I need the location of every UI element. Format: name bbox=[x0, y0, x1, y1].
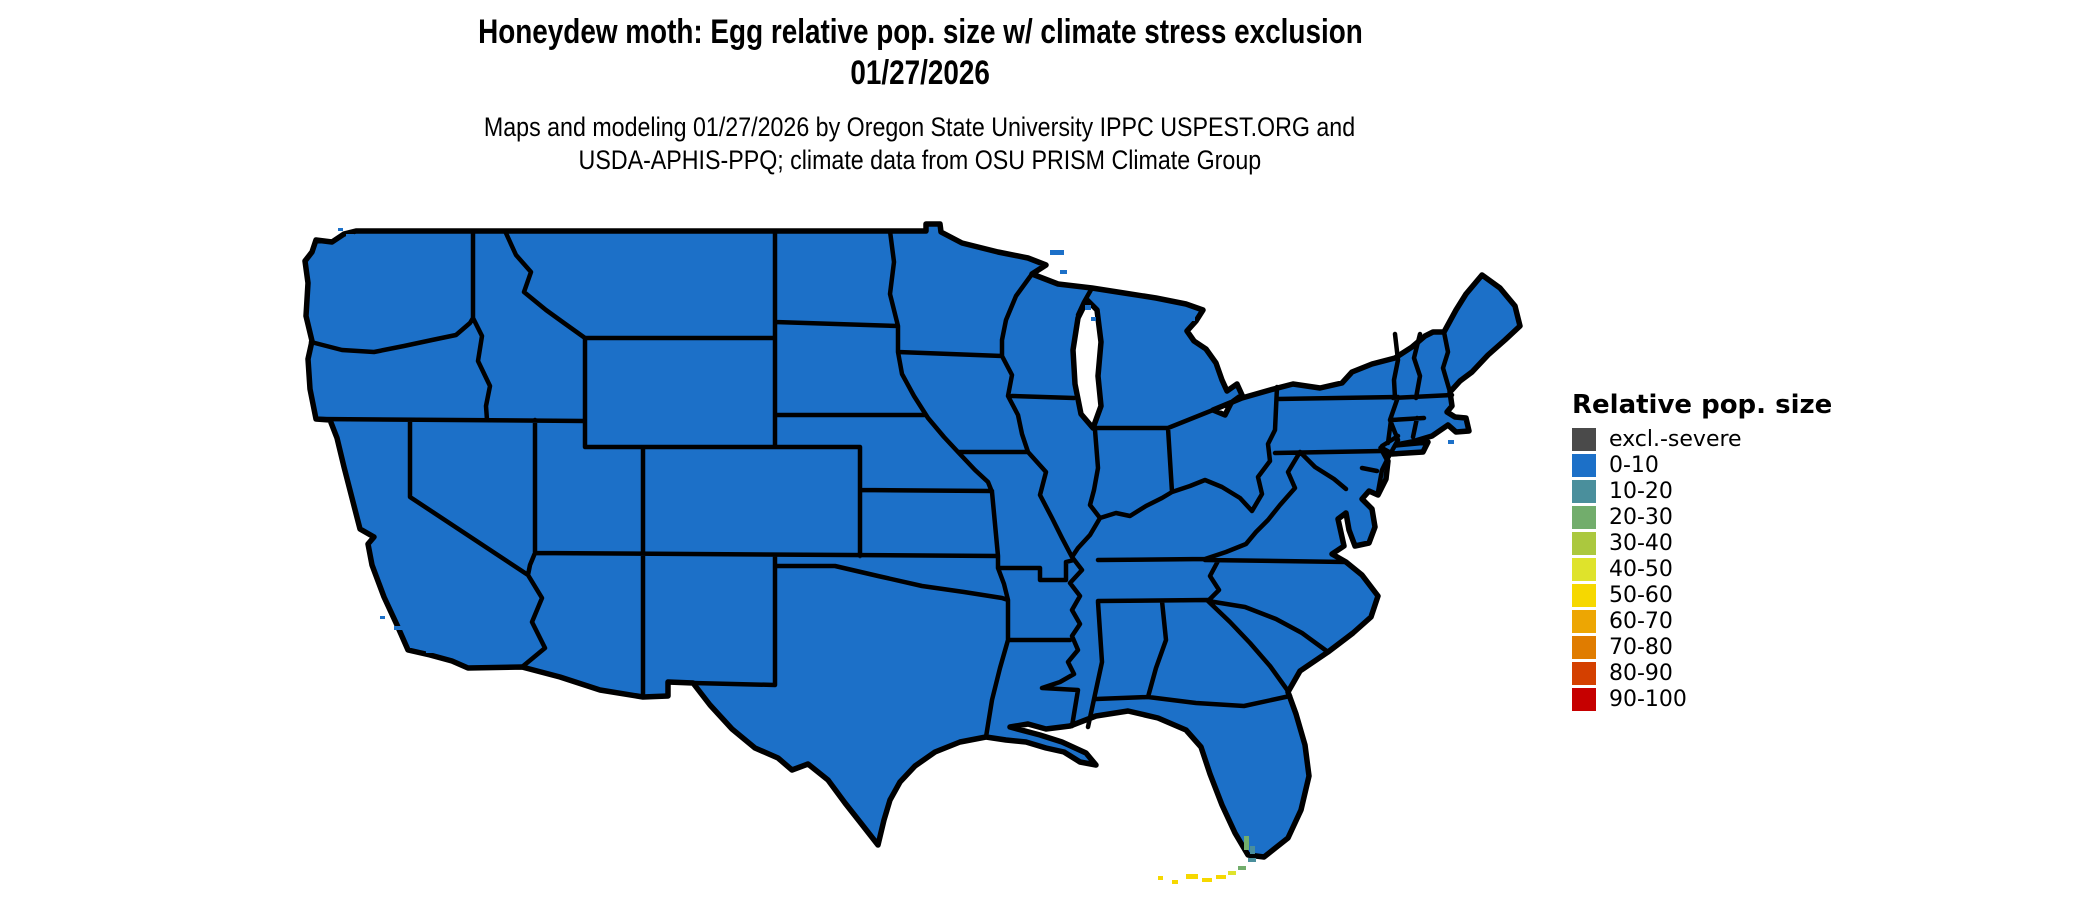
legend-swatch-30-40 bbox=[1572, 532, 1596, 555]
legend-label: 90-100 bbox=[1609, 687, 1687, 712]
legend-label: 60-70 bbox=[1609, 609, 1673, 634]
keys-speck bbox=[1158, 876, 1163, 880]
map-title-line2: 01/27/2026 bbox=[0, 53, 1840, 94]
legend-label: 80-90 bbox=[1609, 661, 1673, 686]
state-borders bbox=[308, 228, 1455, 740]
coastal-islands bbox=[338, 228, 1454, 653]
island-speck bbox=[1188, 316, 1195, 321]
keys-speck bbox=[1202, 878, 1212, 882]
legend-row: 40-50 bbox=[1572, 558, 1832, 581]
legend-swatch-80-90 bbox=[1572, 662, 1596, 685]
legend-swatch-50-60 bbox=[1572, 584, 1596, 607]
island-speck bbox=[1050, 250, 1064, 255]
legend-row: 20-30 bbox=[1572, 506, 1832, 529]
legend-swatch-20-30 bbox=[1572, 506, 1596, 529]
legend: Relative pop. size excl.-severe 0-10 10-… bbox=[1572, 390, 1832, 714]
keys-speck bbox=[1250, 846, 1255, 854]
legend-label: 30-40 bbox=[1609, 531, 1673, 556]
legend-label: 0-10 bbox=[1609, 453, 1659, 478]
legend-swatch-70-80 bbox=[1572, 636, 1596, 659]
legend-swatch-90-100 bbox=[1572, 688, 1596, 711]
island-speck bbox=[394, 626, 405, 630]
keys-speck bbox=[1186, 874, 1198, 879]
keys-speck bbox=[1216, 875, 1226, 879]
island-speck bbox=[426, 650, 433, 653]
legend-row: 30-40 bbox=[1572, 532, 1832, 555]
legend-label: 20-30 bbox=[1609, 505, 1673, 530]
legend-row: excl.-severe bbox=[1572, 428, 1832, 451]
legend-swatch-0-10 bbox=[1572, 454, 1596, 477]
map-subtitle: Maps and modeling 01/27/2026 by Oregon S… bbox=[0, 111, 1840, 177]
map-subtitle-line2: USDA-APHIS-PPQ; climate data from OSU PR… bbox=[0, 144, 1840, 177]
keys-speck bbox=[1248, 858, 1256, 862]
legend-swatch-60-70 bbox=[1572, 610, 1596, 633]
keys-speck bbox=[1238, 866, 1246, 870]
island-speck bbox=[1091, 317, 1096, 321]
keys-speck bbox=[1172, 880, 1178, 884]
island-speck bbox=[380, 616, 385, 619]
legend-row: 0-10 bbox=[1572, 454, 1832, 477]
map-title-line1: Honeydew moth: Egg relative pop. size w/… bbox=[0, 12, 1840, 53]
florida-keys-specks bbox=[1158, 836, 1256, 884]
legend-swatch-40-50 bbox=[1572, 558, 1596, 581]
legend-row: 50-60 bbox=[1572, 584, 1832, 607]
island-speck bbox=[1085, 305, 1091, 310]
legend-label: 40-50 bbox=[1609, 557, 1673, 582]
legend-swatch-excl-severe bbox=[1572, 428, 1596, 451]
island-speck bbox=[346, 234, 354, 238]
legend-swatch-10-20 bbox=[1572, 480, 1596, 503]
legend-label: 50-60 bbox=[1609, 583, 1673, 608]
island-speck bbox=[1448, 440, 1454, 444]
map-subtitle-line2-text: USDA-APHIS-PPQ; climate data from OSU PR… bbox=[578, 145, 1262, 175]
legend-row: 90-100 bbox=[1572, 688, 1832, 711]
keys-speck bbox=[1228, 871, 1236, 875]
map-title-date-text: 01/27/2026 bbox=[850, 54, 990, 92]
keys-speck bbox=[1244, 836, 1249, 850]
island-speck bbox=[1060, 270, 1067, 274]
legend-row: 70-80 bbox=[1572, 636, 1832, 659]
legend-row: 60-70 bbox=[1572, 610, 1832, 633]
conus-landmass bbox=[302, 221, 1523, 860]
map-title-line1-text: Honeydew moth: Egg relative pop. size w/… bbox=[477, 13, 1363, 51]
island-speck bbox=[410, 642, 418, 646]
legend-row: 10-20 bbox=[1572, 480, 1832, 503]
legend-label: excl.-severe bbox=[1609, 427, 1742, 452]
island-speck bbox=[338, 228, 343, 231]
legend-row: 80-90 bbox=[1572, 662, 1832, 685]
header: Honeydew moth: Egg relative pop. size w/… bbox=[0, 12, 1840, 177]
legend-title: Relative pop. size bbox=[1572, 390, 1833, 420]
legend-label: 70-80 bbox=[1609, 635, 1673, 660]
map-subtitle-line1-text: Maps and modeling 01/27/2026 by Oregon S… bbox=[484, 112, 1356, 142]
map-subtitle-line1: Maps and modeling 01/27/2026 by Oregon S… bbox=[0, 111, 1840, 144]
legend-label: 10-20 bbox=[1609, 479, 1673, 504]
